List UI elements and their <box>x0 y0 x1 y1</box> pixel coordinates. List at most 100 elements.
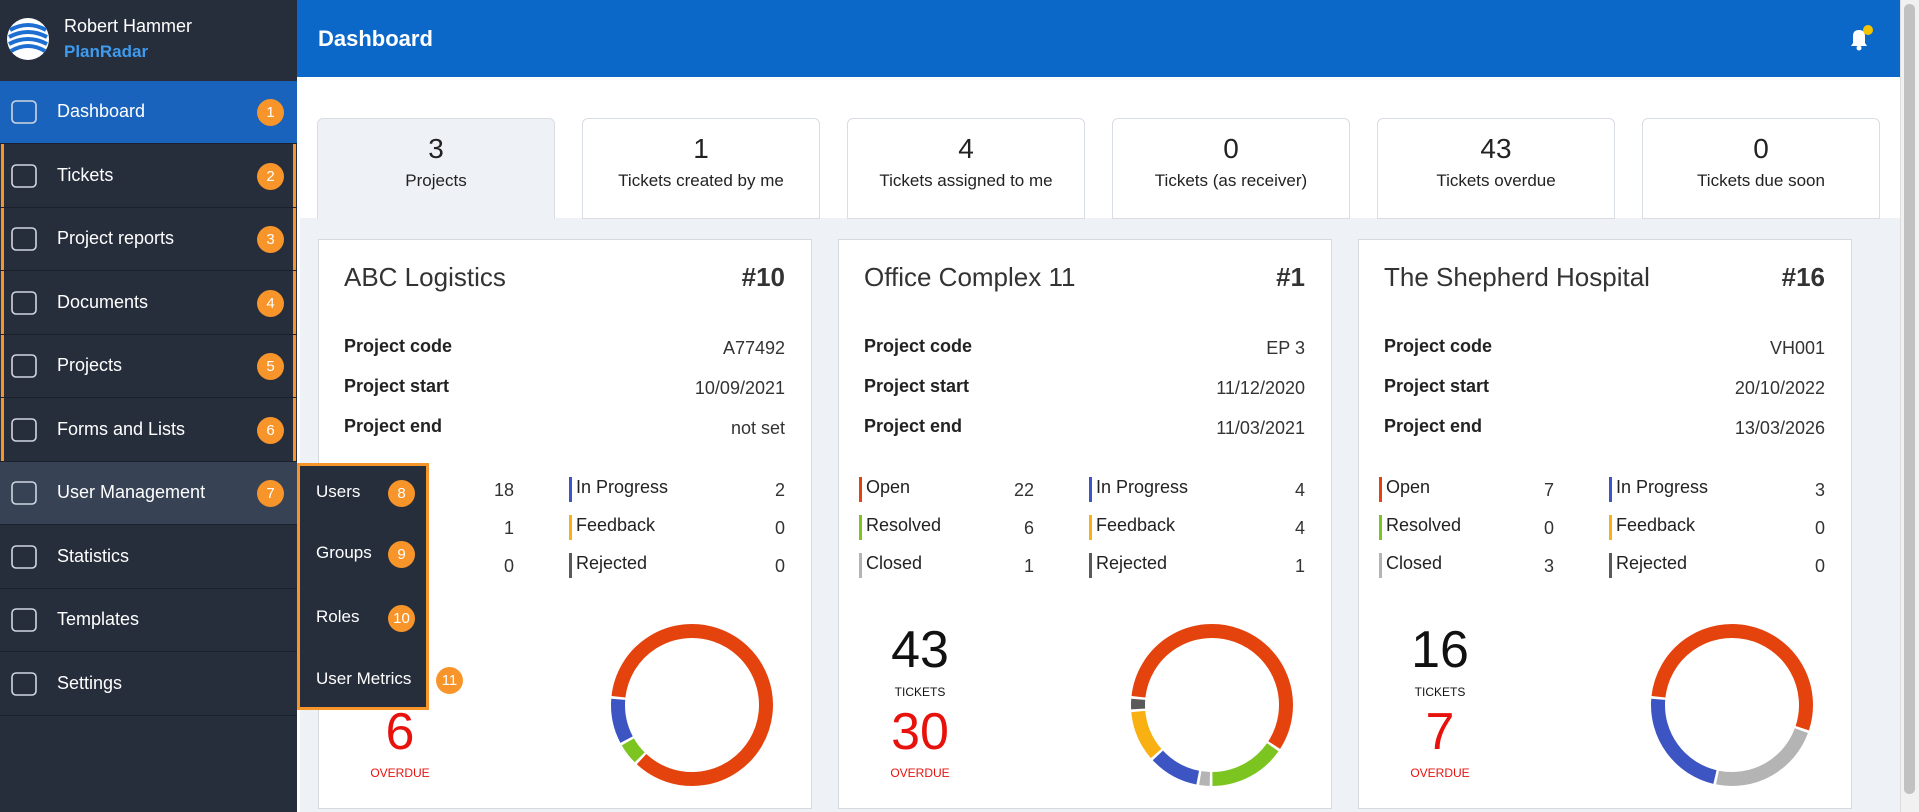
nav-badge: 1 <box>257 99 284 126</box>
status-value: 22 <box>1013 480 1034 500</box>
stat-tab[interactable]: 43 Tickets overdue <box>1377 118 1615 219</box>
stat-label: Tickets assigned to me <box>879 171 1053 190</box>
field-label: Project start <box>344 376 450 396</box>
status-bar <box>569 477 572 502</box>
notification-bell[interactable] <box>1844 24 1874 54</box>
status-name: Open <box>866 477 911 497</box>
user-name: Robert Hammer <box>64 16 193 36</box>
nav-icon <box>11 671 37 696</box>
status-bar <box>1609 515 1612 540</box>
field-value: 10/09/2021 <box>694 378 785 398</box>
submenu-item[interactable]: Users <box>316 482 361 501</box>
donut-segment <box>1131 624 1293 749</box>
donut-segment <box>1212 743 1279 786</box>
status-value: 18 <box>493 480 514 500</box>
nav-item[interactable]: Statistics <box>0 526 297 589</box>
project-card[interactable]: The Shepherd Hospital #16 Project code VH00… <box>1358 239 1852 809</box>
overdue-total: 7 <box>1425 703 1455 761</box>
nav-item[interactable]: Projects 5 <box>0 335 297 398</box>
status-name: Open <box>1386 477 1431 497</box>
stat-tab[interactable]: 0 Tickets (as receiver) <box>1112 118 1350 219</box>
donut-segment <box>1152 750 1200 785</box>
nav-badge: 7 <box>257 480 284 507</box>
nav-badge: 3 <box>257 226 284 253</box>
submenu-item[interactable]: Groups <box>316 543 372 562</box>
status-value: 0 <box>1543 518 1554 538</box>
status-value: 4 <box>1294 480 1305 500</box>
field-value: 11/03/2021 <box>1216 418 1305 438</box>
status-name: Rejected <box>1616 553 1688 573</box>
nav-icon <box>11 544 37 569</box>
submenu-badge: 11 <box>436 667 463 694</box>
nav-item[interactable]: Templates <box>0 589 297 652</box>
project-card[interactable]: Office Complex 11 #1 Project code EP 3 Proje… <box>838 239 1332 809</box>
status-value: 3 <box>1814 480 1825 500</box>
nav-item[interactable]: User Management 7 <box>0 462 297 525</box>
nav-label: Projects <box>57 355 123 375</box>
scrollbar-thumb[interactable] <box>1904 4 1915 794</box>
donut-segment <box>1716 727 1808 786</box>
top-bar <box>297 0 1900 77</box>
nav-badge: 5 <box>257 353 284 380</box>
status-value: 0 <box>774 518 785 538</box>
overdue-total: 6 <box>385 703 415 761</box>
status-name: Feedback <box>576 515 656 535</box>
status-value: 2 <box>774 480 785 500</box>
field-label: Project start <box>1384 376 1490 396</box>
status-value: 0 <box>1814 556 1825 576</box>
nav-label: Dashboard <box>57 101 146 121</box>
status-bar <box>1609 477 1612 502</box>
ticket-donut <box>1131 624 1293 786</box>
status-name: In Progress <box>576 477 669 497</box>
nav-item[interactable]: Forms and Lists 6 <box>0 399 297 462</box>
field-value: EP 3 <box>1266 338 1305 358</box>
status-value: 4 <box>1294 518 1305 538</box>
stat-value: 3 <box>428 133 444 164</box>
status-name: Closed <box>1386 553 1443 573</box>
status-name: Resolved <box>866 515 942 535</box>
submenu-item[interactable]: Roles <box>316 607 360 626</box>
company-name[interactable]: PlanRadar <box>64 42 149 61</box>
donut-segment <box>1651 698 1717 784</box>
tickets-total: 43 <box>891 621 949 679</box>
stat-value: 4 <box>958 133 974 164</box>
stat-tab[interactable]: 1 Tickets created by me <box>582 118 820 219</box>
status-name: Rejected <box>1096 553 1168 573</box>
submenu-item[interactable]: User Metrics <box>316 669 412 688</box>
stat-value: 1 <box>693 133 709 164</box>
nav-icon <box>11 163 37 188</box>
field-label: Project end <box>864 416 963 436</box>
stat-tab[interactable]: 3 Projects <box>317 118 555 219</box>
nav-label: Templates <box>57 609 140 629</box>
submenu-badge: 9 <box>388 541 415 568</box>
status-name: Rejected <box>576 553 648 573</box>
field-value: VH001 <box>1769 338 1825 358</box>
project-card[interactable]: ABC Logistics #10 Project code A77492 Projec… <box>318 239 812 809</box>
status-name: In Progress <box>1616 477 1709 497</box>
stat-tab[interactable]: 0 Tickets due soon <box>1642 118 1880 219</box>
donut-segment <box>1131 710 1162 759</box>
nav-item[interactable]: Tickets 2 <box>0 145 297 208</box>
donut-segment <box>611 624 773 786</box>
status-name: Resolved <box>1386 515 1462 535</box>
submenu-badge: 10 <box>388 605 415 632</box>
nav-item[interactable]: Project reports 3 <box>0 208 297 271</box>
status-bar <box>859 515 862 540</box>
nav-icon <box>11 608 37 632</box>
status-name: Feedback <box>1616 515 1696 535</box>
field-value: 11/12/2020 <box>1216 378 1305 398</box>
overdue-label: OVERDUE <box>370 766 430 780</box>
project-name: ABC Logistics <box>344 262 506 292</box>
nav-item[interactable]: Documents 4 <box>0 272 297 335</box>
nav-icon <box>11 417 37 442</box>
donut-segment <box>1651 624 1813 731</box>
status-name: Feedback <box>1096 515 1176 535</box>
field-label: Project end <box>1384 416 1483 436</box>
stat-value: 0 <box>1753 133 1769 164</box>
nav-item[interactable]: Settings <box>0 653 297 716</box>
donut-segment <box>621 738 645 763</box>
stat-tab[interactable]: 4 Tickets assigned to me <box>847 118 1085 219</box>
nav-item[interactable]: Dashboard 1 <box>0 81 297 144</box>
field-value: A77492 <box>722 338 785 358</box>
